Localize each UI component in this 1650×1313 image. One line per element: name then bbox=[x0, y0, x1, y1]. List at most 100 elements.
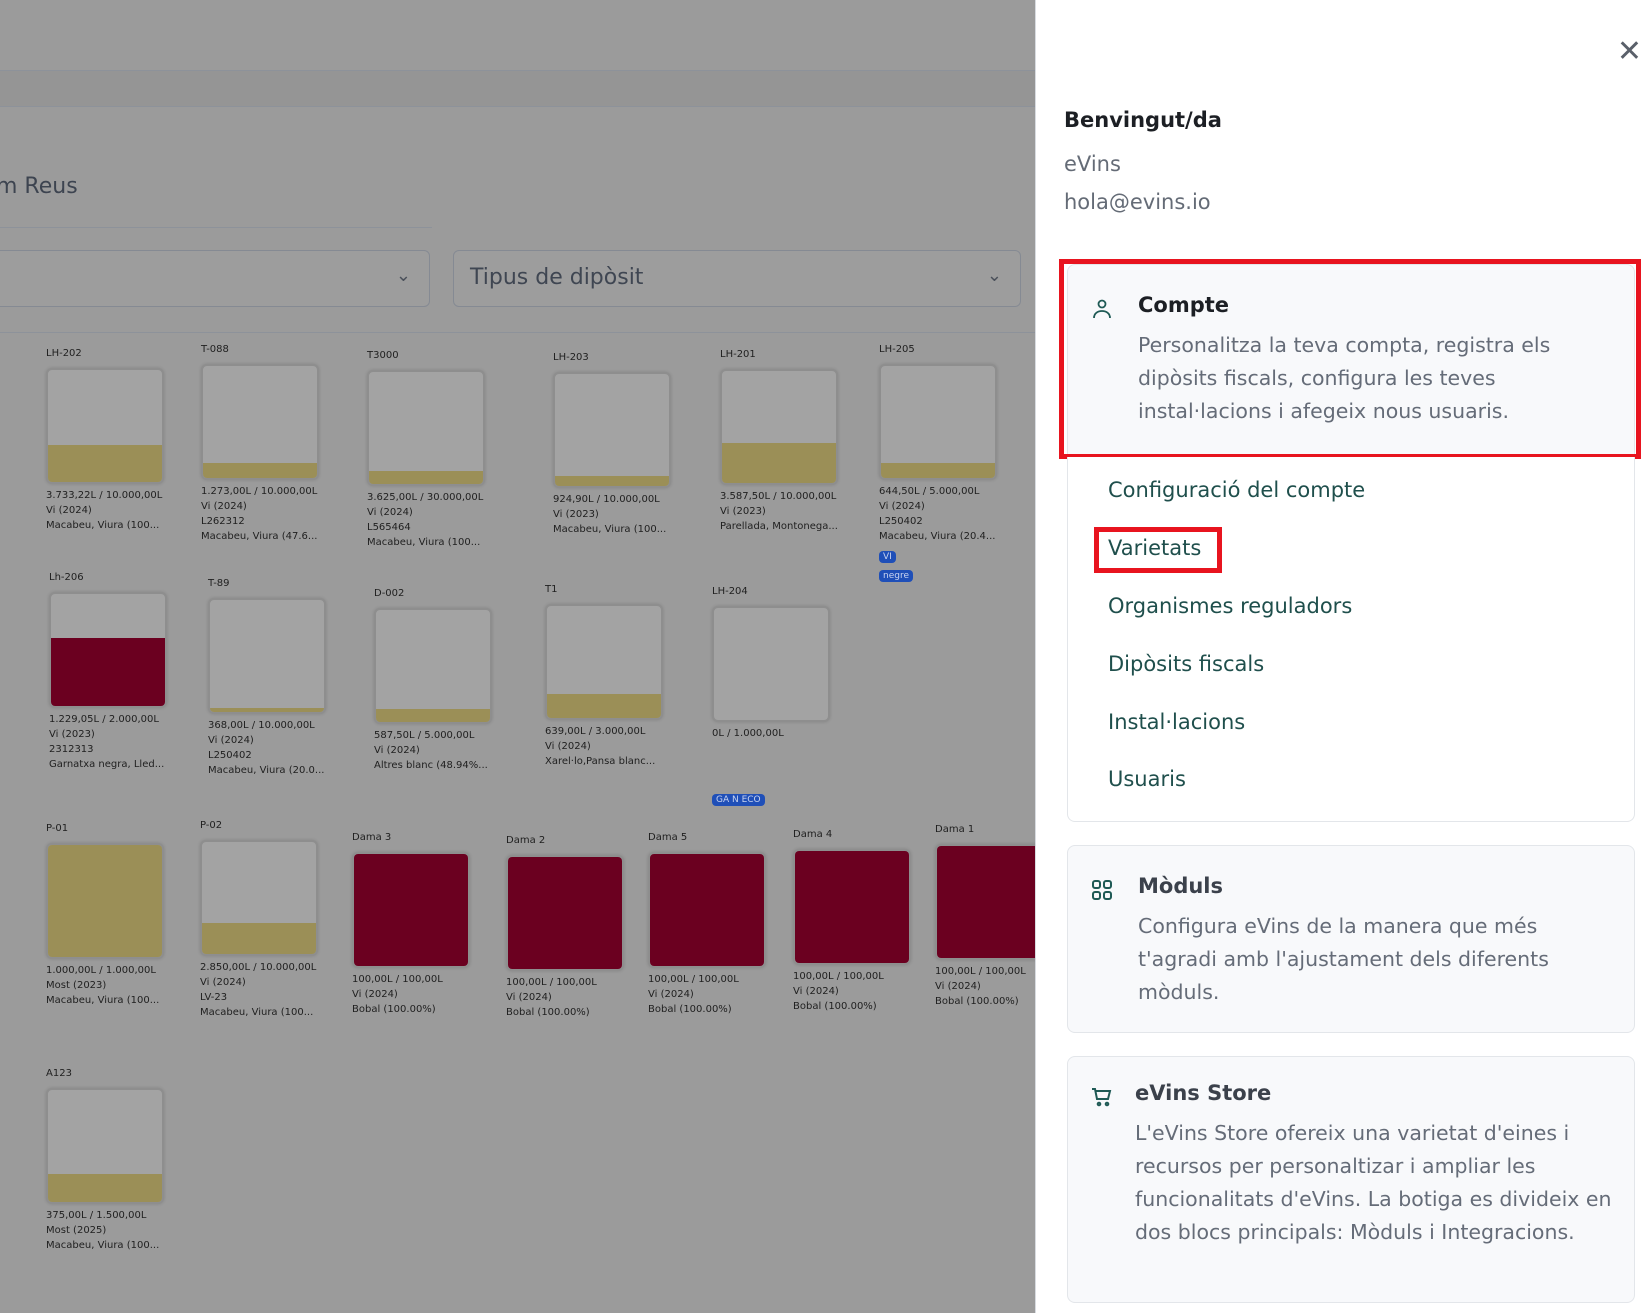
background-page-dimmed: m Reus ⌄ Tipus de dipòsit ⌄ LH-202 3.733,… bbox=[0, 70, 1035, 1253]
link-users[interactable]: Usuaris bbox=[1108, 767, 1186, 791]
tank-fill-level bbox=[369, 470, 483, 484]
tank-info: 100,00L / 100,00L Vi (2024) Bobal (100.00%… bbox=[352, 972, 477, 1017]
tank-card[interactable]: LH-203 924,90L / 10.000,00L Vi (2023) Macab… bbox=[553, 352, 678, 537]
modules-title: Mòduls bbox=[1138, 874, 1224, 898]
tank-varieties: Macabeu, Viura (100... bbox=[553, 524, 667, 535]
store-description: L'eVins Store ofereix una varietat d'ein… bbox=[1135, 1121, 1612, 1244]
tank-card[interactable]: Dama 4 100,00L / 100,00L Vi (2024) Bobal (1… bbox=[793, 829, 918, 1014]
tank-name: Lh-206 bbox=[49, 572, 84, 583]
tank-product: Vi (2024) bbox=[879, 501, 925, 512]
tank-lot: 2312313 bbox=[49, 744, 94, 755]
tank-card[interactable]: T-088 1.273,00L / 10.000,00L Vi (2024) L262… bbox=[201, 344, 326, 544]
tank-name: A123 bbox=[46, 1068, 72, 1079]
tank-name: Dama 2 bbox=[506, 835, 546, 846]
tank-varieties: Macabeu, Viura (20.0... bbox=[208, 765, 325, 776]
tank-card[interactable]: P-02 2.850,00L / 10.000,00L Vi (2024) LV-23… bbox=[200, 820, 325, 1020]
tank-product: Vi (2024) bbox=[506, 992, 552, 1003]
tank-level-box bbox=[720, 369, 838, 485]
tank-card[interactable]: LH-205 644,50L / 5.000,00L Vi (2024) L25040… bbox=[879, 344, 1004, 582]
tank-level-box bbox=[208, 598, 326, 714]
tank-name: LH-201 bbox=[720, 349, 756, 360]
tank-volume: 1.000,00L / 1.000,00L bbox=[46, 965, 156, 976]
tank-card[interactable]: Dama 5 100,00L / 100,00L Vi (2024) Bobal (1… bbox=[648, 832, 773, 1017]
tank-info: 100,00L / 100,00L Vi (2024) Bobal (100.00%… bbox=[506, 975, 631, 1020]
modules-card[interactable]: Mòduls Configura eVins de la manera que … bbox=[1067, 845, 1635, 1033]
tank-product: Vi (2024) bbox=[935, 981, 981, 992]
tank-varieties: Macabeu, Viura (100... bbox=[367, 537, 481, 548]
tank-type-dropdown[interactable]: Tipus de dipòsit ⌄ bbox=[453, 250, 1021, 307]
tank-card[interactable]: T3000 3.625,00L / 30.000,00L Vi (2024) L565… bbox=[367, 350, 492, 550]
account-description: Personalitza la teva compta, registra el… bbox=[1138, 333, 1551, 423]
tank-card[interactable]: LH-202 3.733,22L / 10.000,00L Vi (2024) Mac… bbox=[46, 348, 171, 533]
tank-info: 2.850,00L / 10.000,00L Vi (2024) LV-23 Maca… bbox=[200, 960, 325, 1020]
chevron-down-icon: ⌄ bbox=[986, 265, 1002, 286]
tank-volume: 3.587,50L / 10.000,00L bbox=[720, 491, 837, 502]
tank-volume: 375,00L / 1.500,00L bbox=[46, 1210, 147, 1221]
tank-info: 100,00L / 100,00L Vi (2024) Bobal (100.00%… bbox=[793, 969, 918, 1014]
tank-volume: 100,00L / 100,00L bbox=[793, 971, 884, 982]
tank-varieties: Macabeu, Viura (100... bbox=[46, 520, 160, 531]
tank-card[interactable]: Dama 1 100,00L / 100,00L Vi (2024) Bobal (1… bbox=[935, 824, 1035, 1009]
tank-name: P-02 bbox=[200, 820, 223, 831]
tank-level-box bbox=[935, 844, 1035, 960]
tank-varieties: Altres blanc (48.94%... bbox=[374, 760, 488, 771]
tank-name: Dama 1 bbox=[935, 824, 975, 835]
user-email: hola@evins.io bbox=[1064, 190, 1211, 214]
tank-level-box bbox=[352, 852, 470, 968]
toolbar-divider bbox=[0, 106, 1035, 107]
tank-info: 100,00L / 100,00L Vi (2024) Bobal (100.00%… bbox=[935, 964, 1035, 1009]
tank-product: Vi (2024) bbox=[545, 741, 591, 752]
tank-badge: negre bbox=[879, 570, 913, 582]
tank-level-box bbox=[46, 1088, 164, 1204]
link-account-settings[interactable]: Configuració del compte bbox=[1108, 478, 1366, 502]
tank-card[interactable]: Dama 2 100,00L / 100,00L Vi (2024) Bobal (1… bbox=[506, 835, 631, 1020]
tank-info: 3.587,50L / 10.000,00L Vi (2023) Parellada… bbox=[720, 489, 845, 534]
grid-icon bbox=[1090, 878, 1114, 907]
filter-divider bbox=[0, 332, 1035, 333]
tank-card[interactable]: P-01 1.000,00L / 1.000,00L Most (2023) Maca… bbox=[46, 823, 171, 1008]
link-installations[interactable]: Instal·lacions bbox=[1108, 710, 1246, 734]
link-tax-warehouses[interactable]: Dipòsits fiscals bbox=[1108, 652, 1265, 676]
tank-card[interactable]: T-89 368,00L / 10.000,00L Vi (2024) L250402… bbox=[208, 578, 333, 778]
tank-fill-level bbox=[555, 475, 669, 486]
tank-card[interactable]: D-002 587,50L / 5.000,00L Vi (2024) Altres … bbox=[374, 588, 499, 773]
link-regulatory-bodies[interactable]: Organismes reguladors bbox=[1108, 594, 1353, 618]
tank-card[interactable]: Dama 3 100,00L / 100,00L Vi (2024) Bobal (1… bbox=[352, 832, 477, 1017]
store-card[interactable]: eVins Store L'eVins Store ofereix una va… bbox=[1067, 1056, 1635, 1303]
tank-card[interactable]: LH-204 0L / 1.000,00L GA N ECO bbox=[712, 586, 837, 806]
title-underline bbox=[0, 227, 432, 228]
tank-card[interactable]: LH-201 3.587,50L / 10.000,00L Vi (2023) Par… bbox=[720, 349, 845, 534]
tank-card[interactable]: A123 375,00L / 1.500,00L Most (2025) Macabe… bbox=[46, 1068, 171, 1253]
filter-dropdown-1[interactable]: ⌄ bbox=[0, 250, 430, 307]
tank-varieties: Bobal (100.00%) bbox=[352, 1004, 436, 1015]
tank-level-box bbox=[545, 604, 663, 720]
tank-product: Vi (2024) bbox=[793, 986, 839, 997]
page-title: m Reus bbox=[0, 174, 78, 199]
tank-level-box bbox=[374, 608, 492, 724]
link-varieties[interactable]: Varietats bbox=[1108, 536, 1202, 560]
tank-card[interactable]: T1 639,00L / 3.000,00L Vi (2024) Xarel·lo,P… bbox=[545, 584, 670, 769]
tank-fill-level bbox=[937, 846, 1035, 958]
tank-volume: 100,00L / 100,00L bbox=[935, 966, 1026, 977]
organization-name: eVins bbox=[1064, 152, 1121, 176]
tank-lot: L262312 bbox=[201, 516, 245, 527]
tank-lot: L565464 bbox=[367, 522, 411, 533]
tank-card[interactable]: Lh-206 1.229,05L / 2.000,00L Vi (2023) 2312… bbox=[49, 572, 174, 772]
tank-name: Dama 3 bbox=[352, 832, 392, 843]
tank-volume: 100,00L / 100,00L bbox=[506, 977, 597, 988]
tank-fill-level bbox=[376, 708, 490, 722]
tank-info: 924,90L / 10.000,00L Vi (2023) Macabeu, Vi… bbox=[553, 492, 678, 537]
tank-fill-level bbox=[48, 445, 162, 482]
tank-volume: 0L / 1.000,00L bbox=[712, 728, 784, 739]
tank-level-box bbox=[648, 852, 766, 968]
tank-product: Vi (2023) bbox=[553, 509, 599, 520]
tank-varieties: Macabeu, Viura (47.6... bbox=[201, 531, 318, 542]
account-card[interactable]: Compte Personalitza la teva compta, regi… bbox=[1067, 264, 1635, 457]
tank-name: Dama 5 bbox=[648, 832, 688, 843]
tank-fill-level bbox=[48, 845, 162, 957]
tank-product: Vi (2024) bbox=[367, 507, 413, 518]
tank-level-box bbox=[712, 606, 830, 722]
close-icon[interactable]: ✕ bbox=[1616, 34, 1642, 69]
tank-lot: LV-23 bbox=[200, 992, 228, 1003]
tank-varieties: Macabeu, Viura (100... bbox=[200, 1007, 314, 1018]
